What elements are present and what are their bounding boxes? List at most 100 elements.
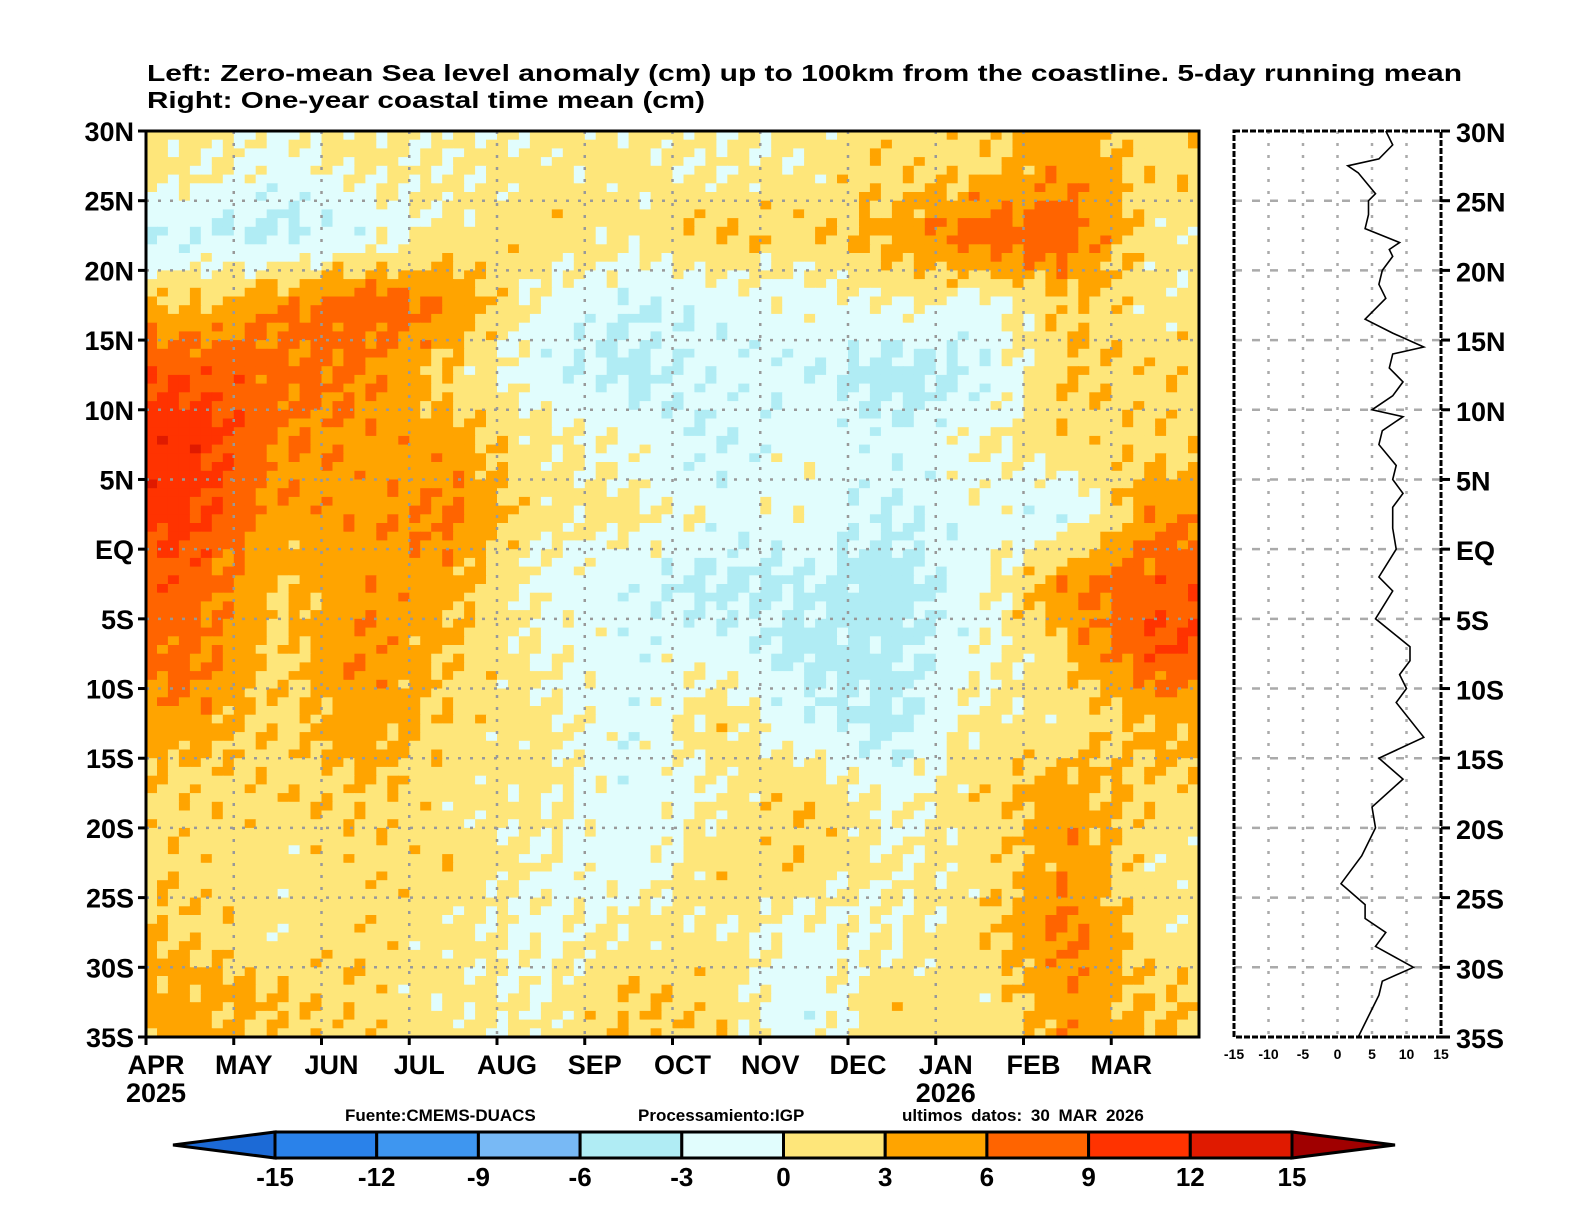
heatmap-cell	[815, 131, 827, 141]
heatmap-cell	[475, 322, 487, 332]
heatmap-cell	[968, 200, 981, 210]
heatmap-cell	[1067, 261, 1079, 271]
heatmap-cell	[1155, 549, 1167, 559]
heatmap-cell	[1012, 523, 1025, 533]
heatmap-cell	[672, 505, 685, 515]
heatmap-cell	[332, 218, 345, 228]
heatmap-cell	[1144, 139, 1156, 149]
heatmap-cell	[233, 305, 246, 315]
heatmap-cell	[420, 235, 432, 245]
heatmap-cell	[760, 392, 772, 402]
heatmap-cell	[299, 514, 312, 524]
heatmap-cell	[1177, 575, 1189, 585]
heatmap-cell	[189, 540, 202, 550]
heatmap-cell	[475, 549, 487, 559]
heatmap-cell	[584, 435, 597, 446]
heatmap-cell	[398, 462, 410, 472]
heatmap-cell	[551, 209, 564, 219]
heatmap-cell	[376, 157, 388, 167]
heatmap-cell	[1100, 131, 1112, 141]
heatmap-cell	[299, 435, 312, 446]
heatmap-cell	[880, 183, 893, 193]
heatmap-cell	[529, 435, 542, 446]
heatmap-cell	[1056, 348, 1068, 359]
heatmap-cell	[1034, 200, 1047, 210]
heatmap-cell	[617, 444, 630, 454]
heatmap-cell	[990, 374, 1003, 385]
heatmap-cell	[815, 157, 827, 167]
heatmap-cell	[310, 174, 323, 184]
heatmap-cell	[431, 192, 443, 202]
heatmap-cell	[332, 305, 345, 315]
heatmap-cell	[694, 244, 706, 254]
heatmap-cell	[826, 401, 838, 411]
heatmap-cell	[420, 305, 432, 315]
heatmap-cell	[343, 157, 355, 167]
heatmap-cell	[705, 418, 717, 428]
heatmap-cell	[398, 244, 410, 254]
heatmap-cell	[979, 331, 992, 341]
heatmap-cell	[497, 383, 509, 393]
heatmap-cell	[178, 374, 191, 385]
heatmap-cell	[497, 226, 509, 237]
heatmap-cell	[1177, 305, 1189, 315]
heatmap-cell	[628, 435, 641, 446]
heatmap-cell	[727, 566, 739, 576]
heatmap-cell	[200, 444, 213, 454]
heatmap-cell	[288, 148, 301, 158]
heatmap-cell	[924, 148, 937, 158]
heatmap-cell	[1122, 470, 1134, 481]
heatmap-cell	[157, 392, 169, 402]
heatmap-cell	[1067, 244, 1079, 254]
heatmap-cell	[880, 514, 893, 524]
heatmap-cell	[1012, 165, 1025, 176]
heatmap-cell	[420, 157, 432, 167]
heatmap-cell	[650, 287, 663, 298]
heatmap-cell	[420, 566, 432, 576]
heatmap-cell	[848, 305, 860, 315]
heatmap-cell	[529, 253, 542, 263]
heatmap-cell	[804, 505, 816, 515]
heatmap-cell	[639, 183, 652, 193]
heatmap-cell	[464, 531, 476, 541]
heatmap-cell	[178, 340, 191, 350]
heatmap-cell	[1012, 261, 1025, 271]
heatmap-cell	[343, 209, 355, 219]
heatmap-cell	[1023, 488, 1036, 498]
heatmap-cell	[266, 470, 279, 481]
heatmap-cell	[749, 531, 761, 541]
heatmap-cell	[1023, 566, 1036, 576]
heatmap-cell	[1100, 305, 1112, 315]
heatmap-cell	[1166, 575, 1178, 585]
heatmap-cell	[880, 392, 893, 402]
heatmap-cell	[167, 383, 180, 393]
heatmap-cell	[277, 244, 290, 254]
heatmap-cell	[1012, 148, 1025, 158]
heatmap-cell	[880, 305, 893, 315]
heatmap-cell	[1056, 540, 1068, 550]
heatmap-cell	[1166, 488, 1178, 498]
heatmap-cell	[738, 444, 750, 454]
heatmap-cell	[979, 444, 992, 454]
heatmap-cell	[902, 287, 915, 298]
heatmap-cell	[518, 305, 531, 315]
heatmap-cell	[398, 348, 410, 359]
heatmap-cell	[189, 409, 202, 420]
heatmap-cell	[189, 453, 202, 463]
heatmap-cell	[167, 235, 180, 245]
heatmap-cell	[727, 192, 739, 202]
heatmap-cell	[255, 462, 268, 472]
heatmap-cell	[672, 514, 685, 524]
heatmap-cell	[617, 383, 630, 393]
heatmap-cell	[398, 139, 410, 149]
heatmap-cell	[244, 383, 257, 393]
heatmap-cell	[595, 531, 608, 541]
heatmap-cell	[431, 331, 443, 341]
heatmap-cell	[738, 531, 750, 541]
heatmap-cell	[1111, 218, 1123, 228]
heatmap-cell	[782, 549, 794, 559]
heatmap-cell	[398, 540, 410, 550]
heatmap-cell	[1034, 331, 1047, 341]
heatmap-cell	[869, 148, 882, 158]
heatmap-cell	[1100, 270, 1112, 280]
